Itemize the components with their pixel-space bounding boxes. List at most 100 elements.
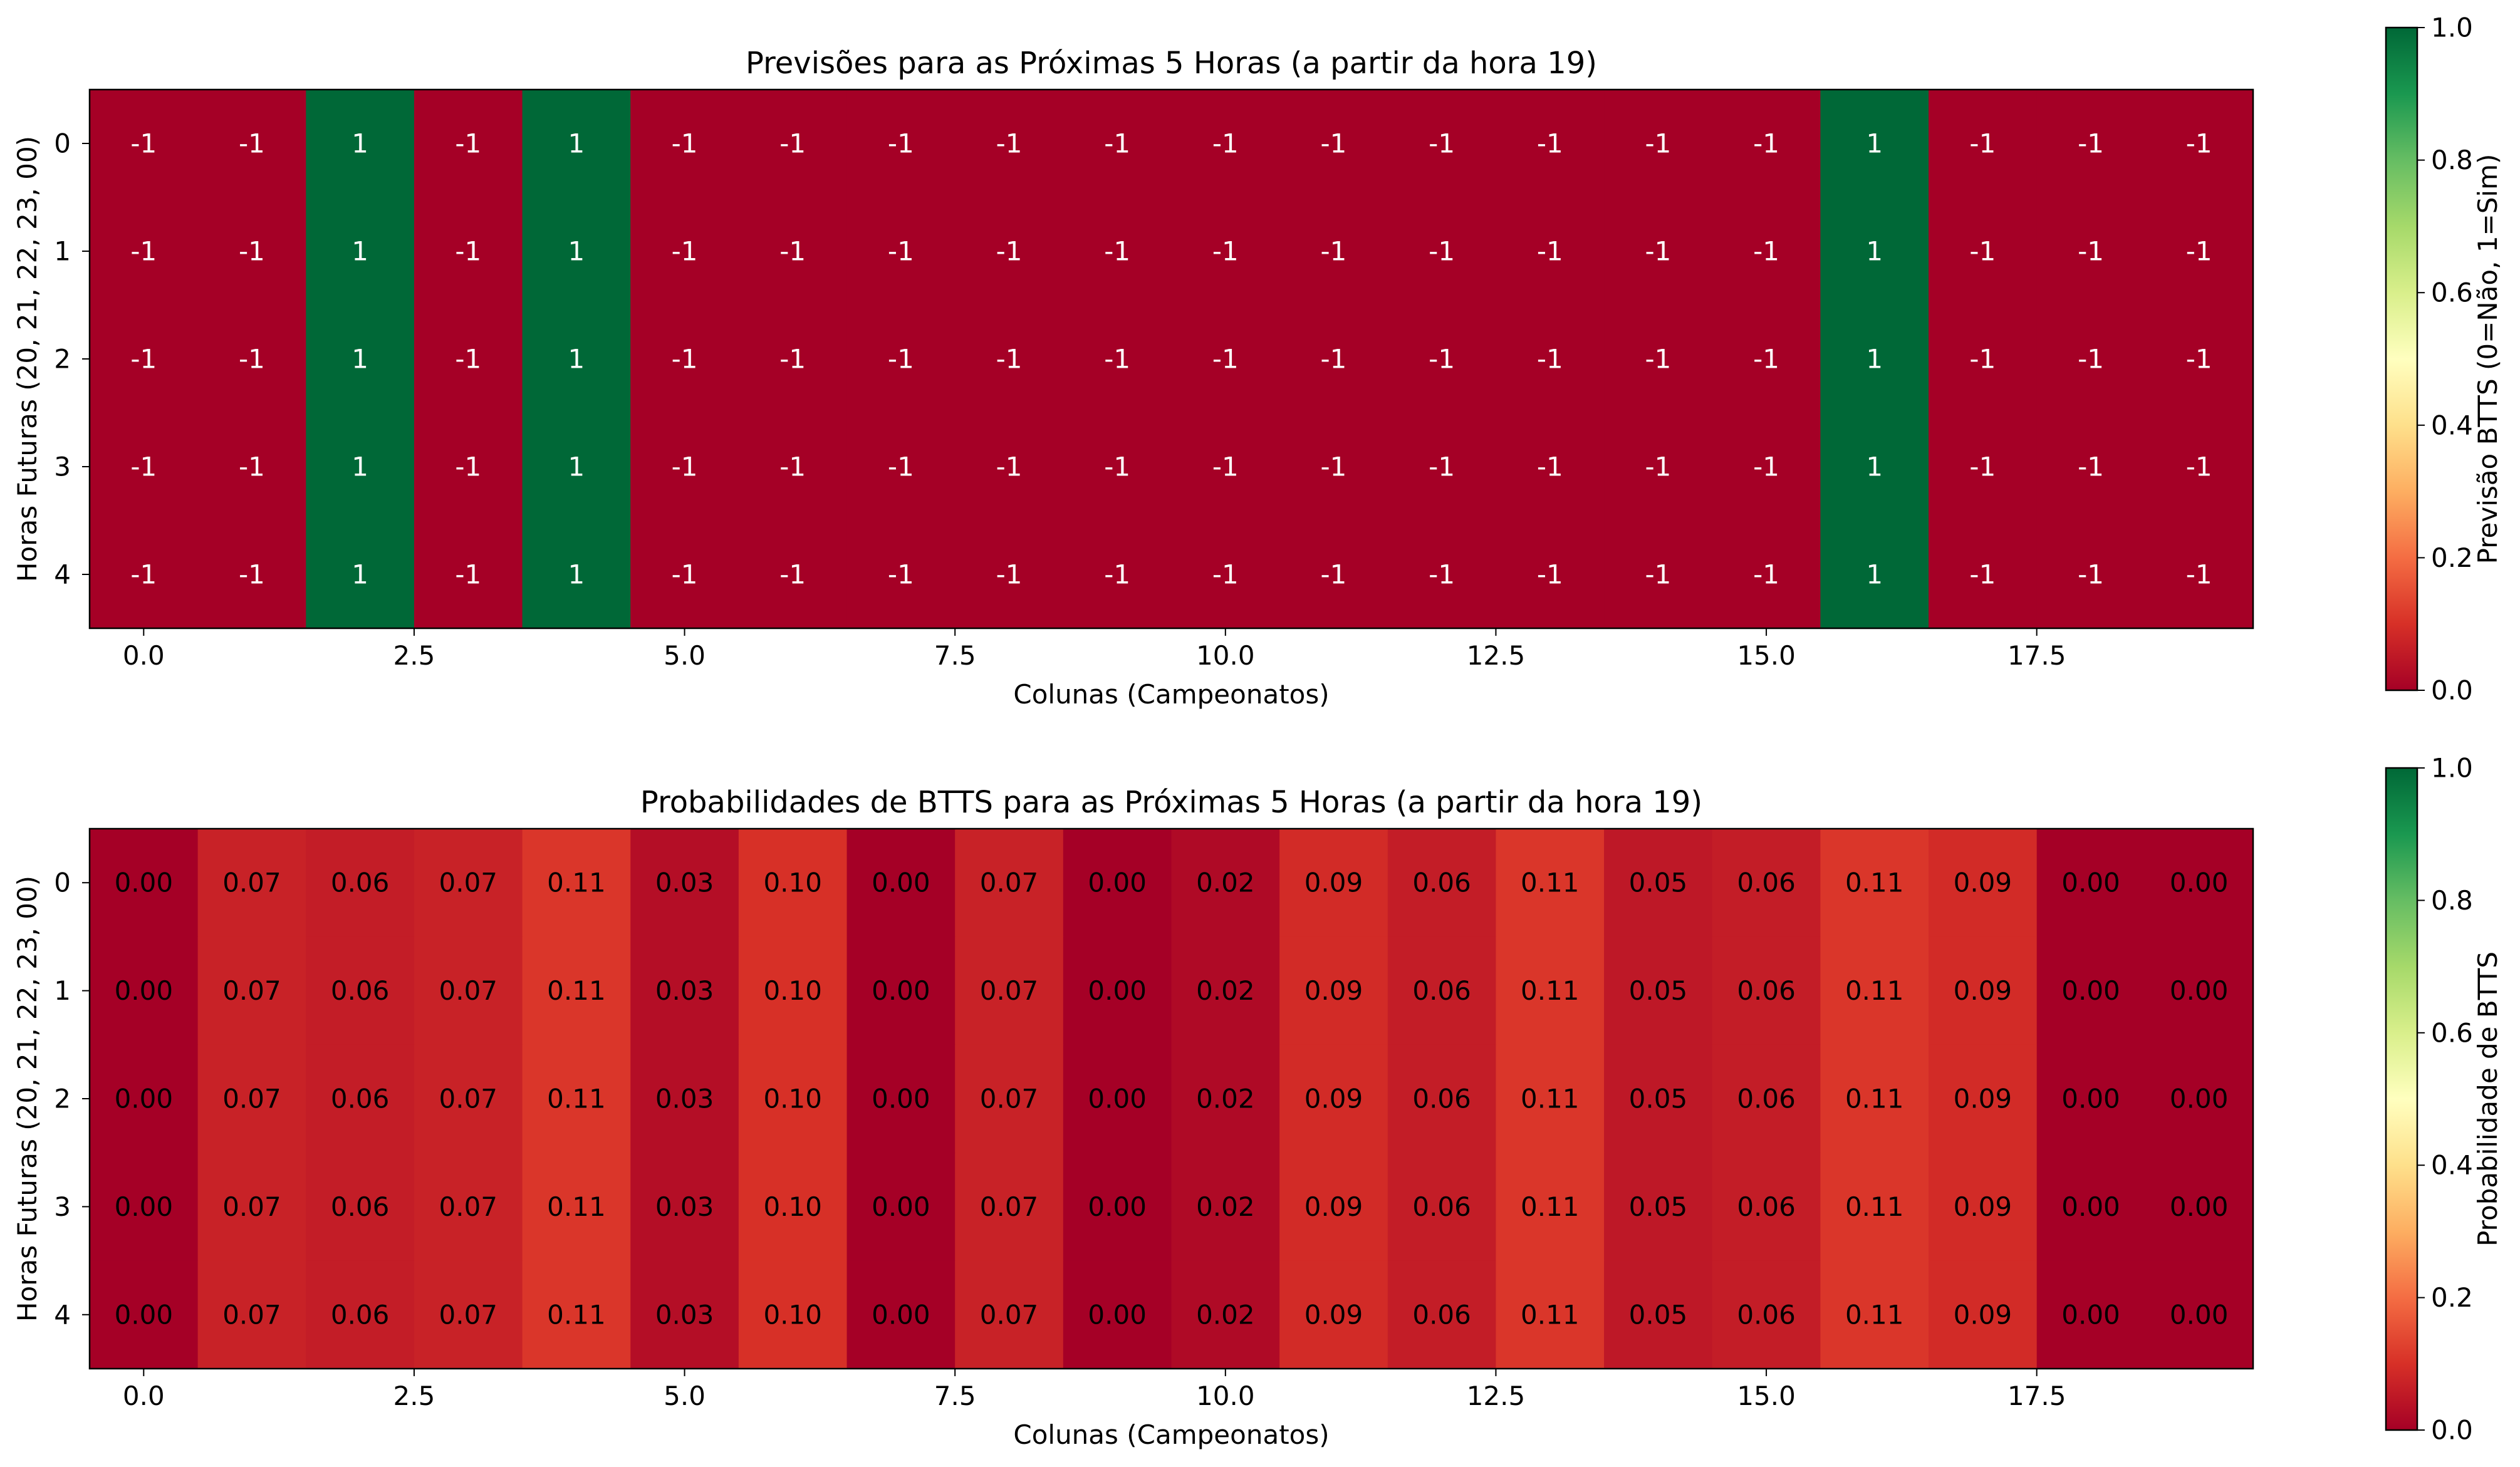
cell-label: 0.02 — [1196, 1299, 1255, 1330]
heatmap-cell — [2036, 1153, 2145, 1262]
heatmap-cell — [846, 1044, 955, 1153]
heatmap-cell — [197, 413, 306, 521]
x-tick-label: 12.5 — [1467, 640, 1526, 671]
heatmap-cell — [1712, 197, 1821, 306]
heatmap-cell — [1279, 1260, 1388, 1369]
heatmap-cell — [1387, 90, 1497, 198]
heatmap-cell — [1279, 197, 1388, 306]
cell-label: 0.09 — [1304, 1084, 1363, 1114]
cell-label: 1 — [568, 452, 585, 482]
x-tick-label: 15.0 — [1737, 1381, 1796, 1411]
cell-label: 0.07 — [980, 975, 1039, 1006]
cell-label: 0.11 — [547, 868, 606, 898]
colorbar-tick-label: 1.0 — [2431, 13, 2473, 43]
heatmap-cell — [1712, 1044, 1821, 1153]
heatmap-cell — [414, 90, 523, 198]
heatmap-cell — [1820, 305, 1929, 413]
heatmap-cell — [1496, 90, 1605, 198]
cell-label: -1 — [1537, 236, 1563, 267]
cell-label: 0.06 — [1412, 975, 1471, 1006]
heatmap-cell — [846, 197, 955, 306]
cell-label: 0.00 — [1088, 1084, 1147, 1114]
cell-label: -1 — [779, 344, 806, 375]
cell-label: -1 — [455, 452, 481, 482]
heatmap-cell — [306, 413, 415, 521]
x-tick-label: 0.0 — [123, 640, 165, 671]
cell-label: 0.00 — [872, 1299, 930, 1330]
cell-label: -1 — [2078, 344, 2104, 375]
heatmap-cell — [197, 1153, 306, 1262]
heatmap-cell — [306, 90, 415, 198]
heatmap-cell — [955, 90, 1064, 198]
cell-label: -1 — [1321, 236, 1347, 267]
heatmap-cell — [846, 305, 955, 413]
x-tick-label: 5.0 — [664, 640, 705, 671]
heatmap-cell — [1496, 521, 1605, 629]
heatmap-cell — [1171, 936, 1280, 1045]
heatmap-cell — [414, 197, 523, 306]
heatmap-cell — [1496, 1153, 1605, 1262]
heatmap-cell — [197, 1260, 306, 1369]
heatmap-cell — [1171, 197, 1280, 306]
heatmap-cell — [1604, 197, 1713, 306]
heatmap-cell — [1171, 521, 1280, 629]
cell-label: 0.00 — [2170, 1191, 2229, 1222]
heatmap-cell — [738, 829, 848, 937]
heatmap-cell — [90, 305, 199, 413]
cell-label: -1 — [1104, 236, 1130, 267]
cell-label: 0.06 — [1737, 1084, 1796, 1114]
heatmap-cell — [1712, 521, 1821, 629]
heatmap-cell — [2145, 1044, 2254, 1153]
y-tick-label: 0 — [54, 868, 71, 898]
heatmap-cell — [1279, 521, 1388, 629]
cell-label: 0.09 — [1304, 1299, 1363, 1330]
heatmap-cell — [1063, 1044, 1172, 1153]
heatmap-cell — [197, 305, 306, 413]
heatmap-cell — [846, 413, 955, 521]
cell-label: 0.03 — [655, 1191, 714, 1222]
cell-label: 0.11 — [1845, 1084, 1904, 1114]
cell-label: -1 — [779, 452, 806, 482]
heatmap-cell — [846, 1260, 955, 1369]
cell-label: -1 — [239, 452, 265, 482]
cell-label: 0.06 — [1412, 1299, 1471, 1330]
cell-label: 0.10 — [763, 1299, 822, 1330]
cell-label: -1 — [1969, 452, 1996, 482]
heatmap-cell — [738, 305, 848, 413]
cell-label: 1 — [351, 236, 368, 267]
cell-label: 0.06 — [1737, 1299, 1796, 1330]
heatmap-cell — [2036, 305, 2145, 413]
heatmap-cell — [738, 1260, 848, 1369]
heatmap-cell — [414, 1044, 523, 1153]
colorbar-label: Previsão BTTS (0=Não, 1=Sim) — [2472, 154, 2503, 564]
cell-label: 0.10 — [763, 868, 822, 898]
heatmap-cell — [2036, 90, 2145, 198]
heatmap-cell — [2145, 829, 2254, 937]
cell-label: -1 — [455, 236, 481, 267]
heatmap-cell — [197, 521, 306, 629]
cell-label: 0.06 — [1412, 868, 1471, 898]
heatmap-cell — [522, 936, 631, 1045]
cell-label: 0.03 — [655, 1084, 714, 1114]
heatmap-cell — [1279, 936, 1388, 1045]
heatmap-cell — [1387, 829, 1497, 937]
cell-label: -1 — [779, 128, 806, 159]
heatmap-cell — [1712, 1153, 1821, 1262]
y-tick-label: 1 — [54, 236, 71, 267]
cell-label: 0.10 — [763, 975, 822, 1006]
cell-label: 0.00 — [2061, 975, 2120, 1006]
x-tick-label: 17.5 — [2007, 1381, 2066, 1411]
cell-label: -1 — [2186, 344, 2212, 375]
chart-title: Previsões para as Próximas 5 Horas (a pa… — [746, 46, 1597, 81]
cell-label: -1 — [1753, 452, 1779, 482]
heatmap-cell — [955, 197, 1064, 306]
cell-label: -1 — [130, 559, 157, 590]
colorbar-tick-label: 0.2 — [2431, 542, 2473, 573]
cell-label: -1 — [2186, 128, 2212, 159]
heatmap-cell — [630, 521, 739, 629]
heatmap-cell — [2036, 197, 2145, 306]
cell-label: 1 — [1866, 236, 1883, 267]
cell-label: -1 — [1537, 128, 1563, 159]
heatmap-cell — [846, 90, 955, 198]
